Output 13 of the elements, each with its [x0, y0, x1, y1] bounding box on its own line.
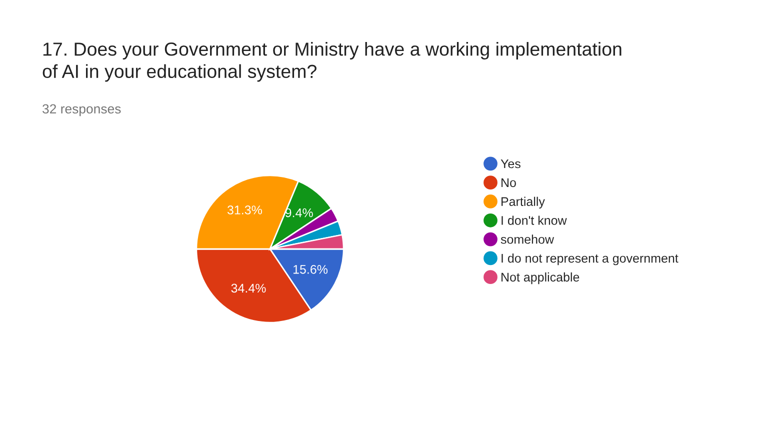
- legend-label: Yes: [500, 159, 520, 168]
- legend-label: Partially: [502, 196, 545, 208]
- legend-label: I do not represent a government: [502, 254, 678, 266]
- data-label: 9.4%: [285, 208, 313, 218]
- data-label: 15.6%: [293, 264, 328, 274]
- data-label: 31.3%: [227, 206, 262, 214]
- legend-label: I don't know: [502, 216, 567, 225]
- data-label: 34.4%: [231, 284, 266, 293]
- legend-label: No: [502, 178, 516, 188]
- legend-label: Not applicable: [502, 272, 580, 284]
- legend-label: somehow: [500, 234, 554, 244]
- text: 32 responses: [42, 104, 121, 116]
- chart-title: 17. Does your Government or Ministry have a working implementation of AI in your educational system?: [42, 42, 622, 82]
